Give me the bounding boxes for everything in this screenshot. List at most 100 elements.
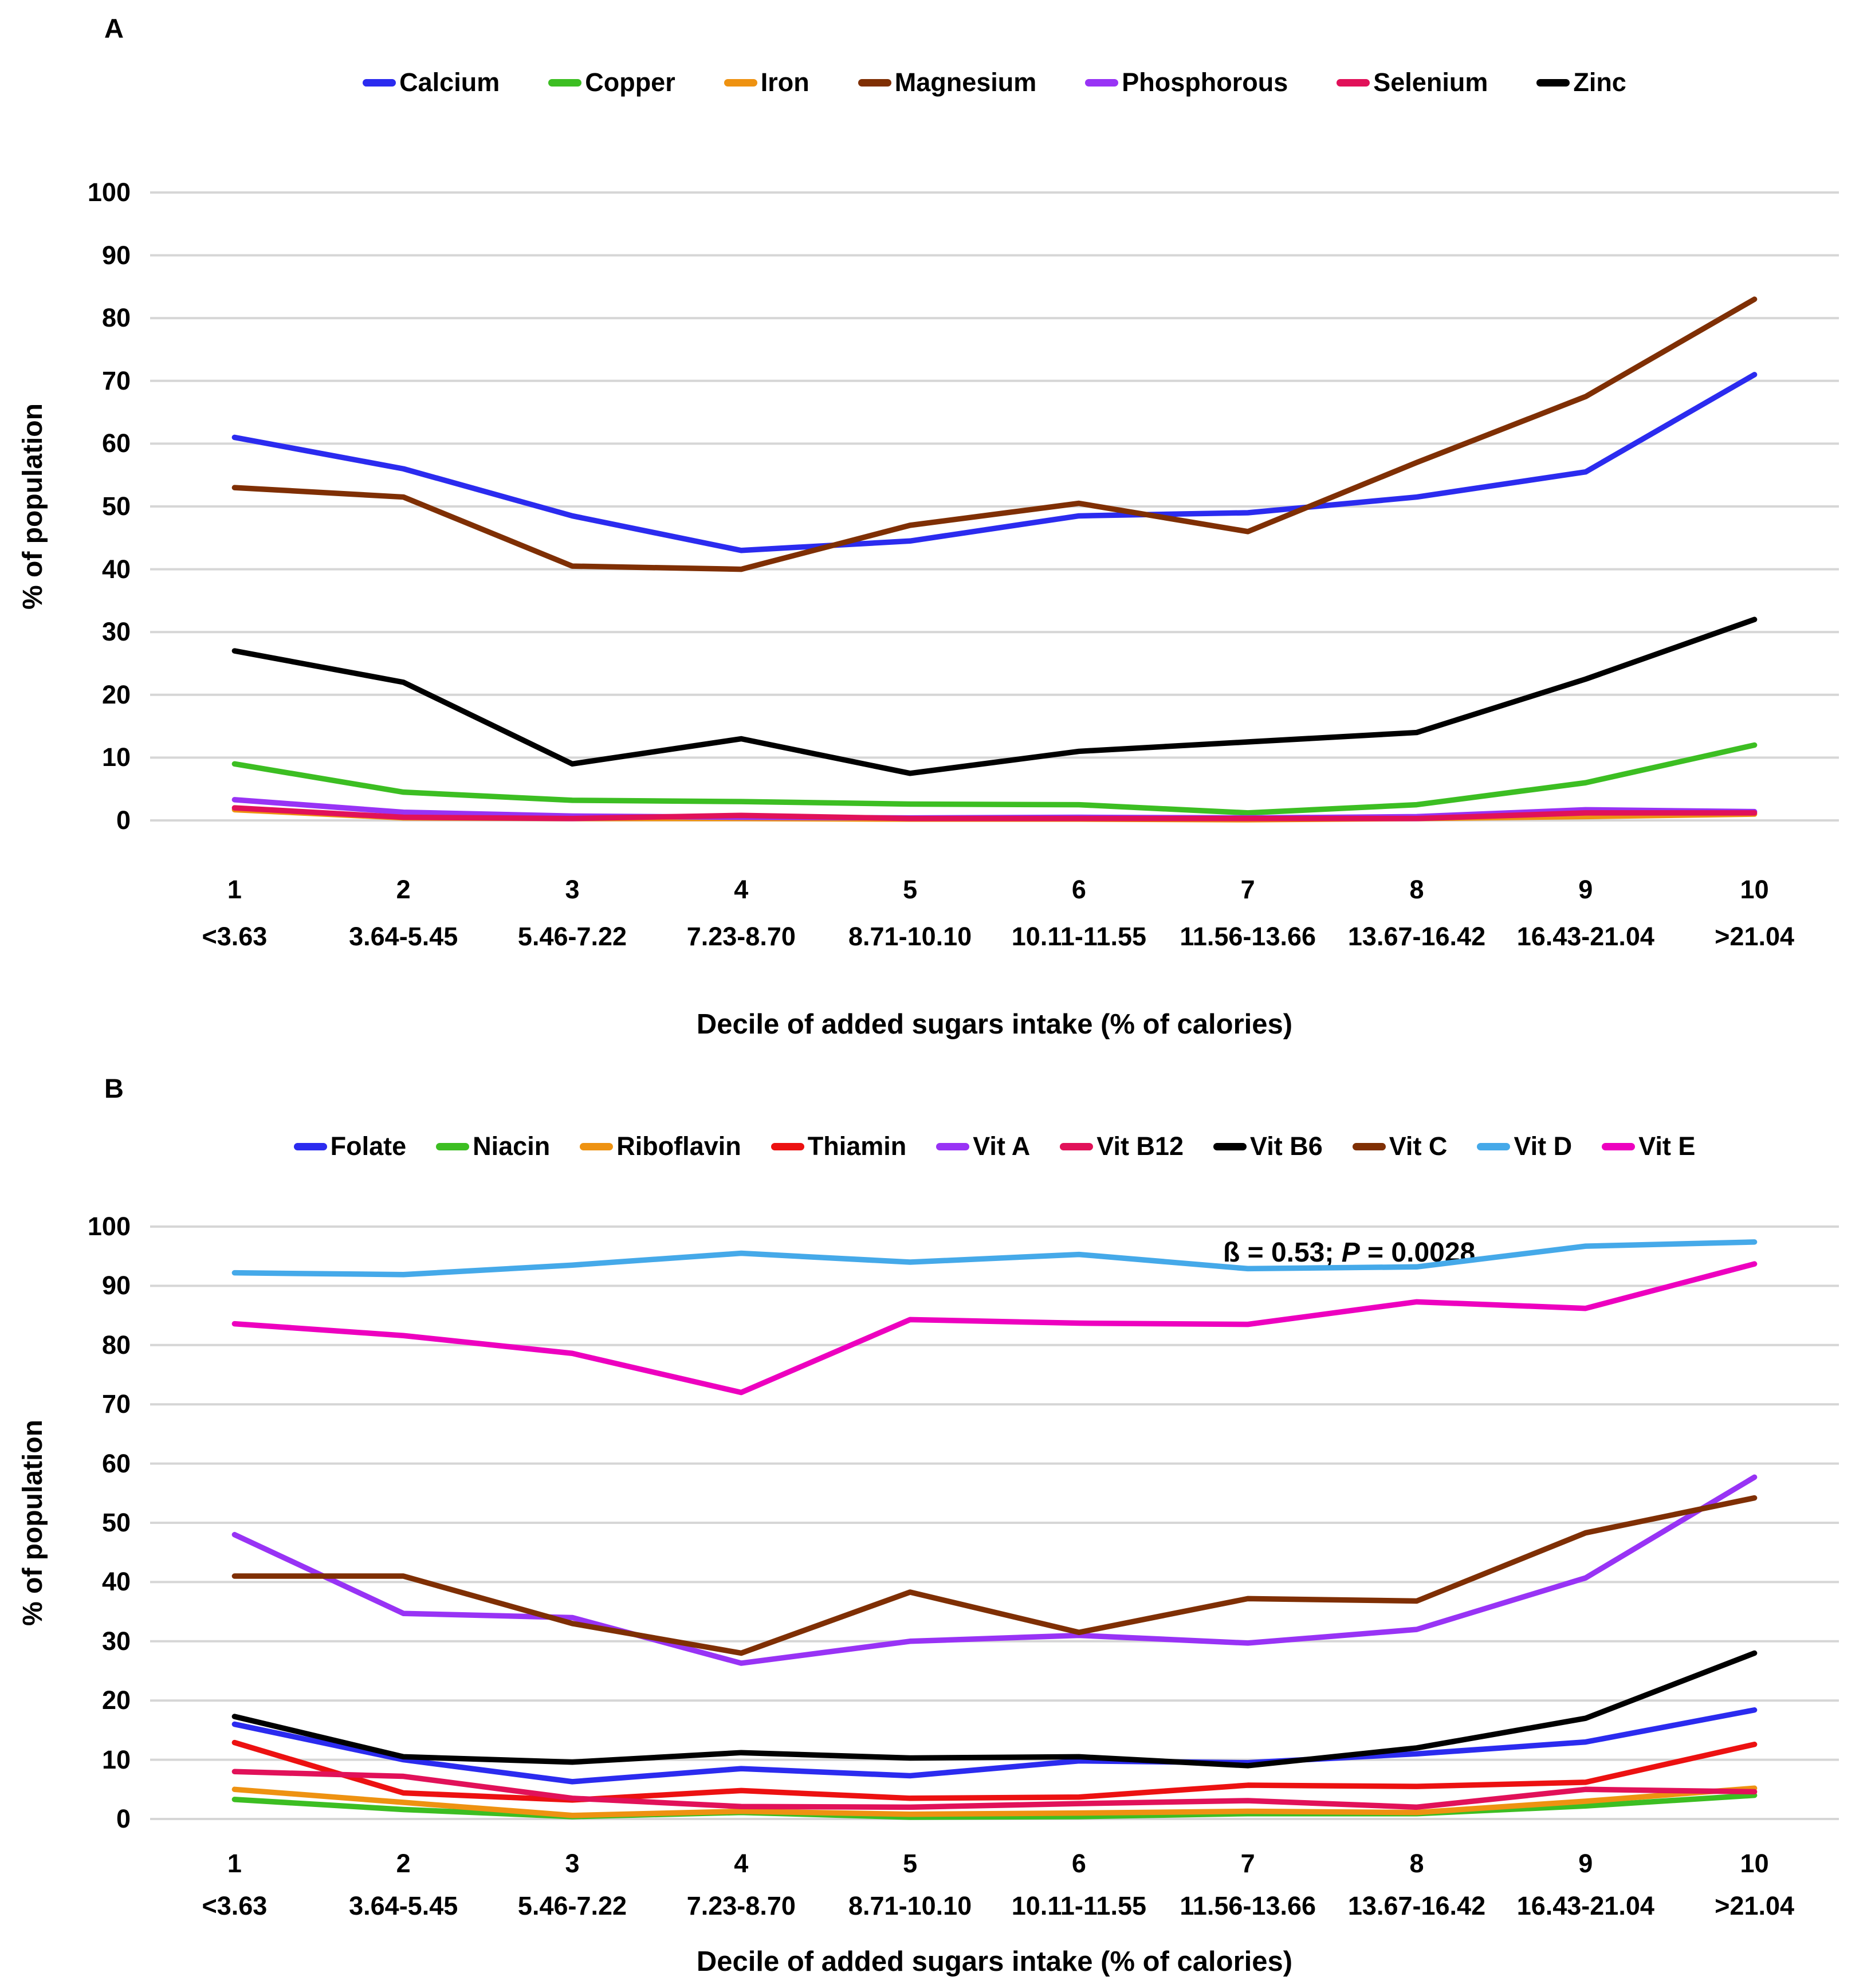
x-tick-label: 10 >21.04 (1715, 820, 1794, 952)
legend-item-vit-b6: Vit B6 (1213, 1131, 1323, 1161)
x-tick-decile-number: 6 (1071, 1849, 1086, 1878)
x-tick-decile-number: 8 (1409, 875, 1424, 904)
legend-swatch-vit-d (1477, 1142, 1511, 1150)
x-tick-label: 9 16.43-21.04 (1517, 820, 1654, 952)
x-tick-decile-range: 13.67-16.42 (1347, 1891, 1486, 1920)
y-tick-label: 30 (101, 617, 131, 647)
y-tick-label: 10 (101, 742, 131, 772)
legend-swatch-niacin (436, 1142, 470, 1150)
x-tick-label: 7 11.56-13.66 (1180, 820, 1316, 952)
legend-label-thiamin: Thiamin (807, 1131, 907, 1161)
y-tick-label: 90 (101, 240, 131, 270)
x-tick-decile-range: 8.71-10.10 (848, 922, 972, 951)
y-tick-label: 60 (101, 429, 131, 458)
x-tick-decile-number: 4 (734, 875, 749, 904)
x-tick-decile-number: 10 (1740, 875, 1769, 904)
x-tick-decile-range: 16.43-21.04 (1516, 1891, 1654, 1920)
y-tick-label: 50 (101, 492, 131, 521)
x-tick-decile-number: 5 (903, 1849, 918, 1878)
x-tick-decile-number: 3 (565, 875, 580, 904)
x-tick-decile-number: 2 (396, 1849, 411, 1878)
legend-item-vit-a: Vit A (936, 1131, 1030, 1161)
legend-item-vit-b12: Vit B12 (1060, 1131, 1184, 1161)
chart-canvas (150, 1227, 1839, 1819)
panel-a-letter: A (104, 13, 124, 44)
x-tick-label: 8 13.67-16.42 (1348, 820, 1485, 952)
legend-swatch-vit-b12 (1060, 1142, 1094, 1150)
y-tick-label: 50 (101, 1508, 131, 1537)
legend-label-riboflavin: Riboflavin (616, 1131, 741, 1161)
legend-label-copper: Copper (585, 68, 675, 97)
x-tick-decile-number: 9 (1578, 1849, 1593, 1878)
legend-item-iron: Iron (724, 68, 809, 97)
series-line-riboflavin (234, 1788, 1754, 1816)
legend-label-folate: Folate (330, 1131, 407, 1161)
x-tick-decile-number: 8 (1409, 1849, 1424, 1878)
x-tick-decile-number: 2 (396, 875, 411, 904)
x-tick-label: 6 10.11-11.55 (1012, 820, 1146, 952)
legend-panel-a: Calcium Copper Iron Magnesium Phosphorous Sel… (150, 68, 1839, 97)
legend-panel-b: Folate Niacin Riboflavin Thiamin Vit A Vit B1… (150, 1131, 1839, 1161)
x-tick-label: 1 <3.63 (202, 820, 267, 952)
x-tick-label: 3 5.46-7.22 (518, 1819, 627, 1921)
x-tick-decile-range: >21.04 (1715, 1891, 1795, 1920)
y-tick-label: 40 (101, 554, 131, 584)
legend-item-niacin: Niacin (436, 1131, 550, 1161)
x-tick-label: 5 8.71-10.10 (848, 1819, 972, 1921)
y-tick-label: 60 (101, 1448, 131, 1478)
legend-swatch-calcium (363, 78, 396, 87)
x-tick-label: 1 <3.63 (202, 1819, 267, 1921)
y-tick-label: 40 (101, 1567, 131, 1597)
x-tick-decile-range: 11.56-13.66 (1180, 1891, 1316, 1920)
legend-swatch-copper (548, 78, 582, 87)
plot-area-b: ß = 0.53; P = 0.0028 100 90 80 70 60 50 40 30 20… (88, 1212, 1839, 1920)
legend-label-vit-c: Vit C (1389, 1131, 1448, 1161)
x-tick-decile-range: 3.64-5.45 (349, 922, 458, 951)
y-tick-label: 80 (101, 303, 131, 333)
series-line-vit-b6 (234, 1653, 1754, 1765)
chart-canvas (150, 192, 1839, 820)
legend-item-folate: Folate (293, 1131, 407, 1161)
legend-swatch-vit-c (1352, 1142, 1386, 1150)
y-tick-label: 0 (116, 1804, 131, 1833)
x-tick-label: 8 13.67-16.42 (1348, 1819, 1485, 1921)
x-tick-decile-range: 13.67-16.42 (1347, 922, 1486, 951)
stat-annotation: ß = 0.53; P = 0.0028 (1223, 1237, 1475, 1268)
x-tick-label: 4 7.23-8.70 (687, 1819, 796, 1921)
x-tick-decile-range: <3.63 (202, 1891, 268, 1920)
legend-item-vit-e: Vit E (1602, 1131, 1695, 1161)
x-tick-label: 3 5.46-7.22 (518, 820, 627, 952)
legend-item-vit-c: Vit C (1352, 1131, 1448, 1161)
x-tick-decile-range: 11.56-13.66 (1180, 922, 1316, 951)
legend-label-calcium: Calcium (399, 68, 500, 97)
legend-item-calcium: Calcium (363, 68, 500, 97)
x-tick-decile-number: 7 (1240, 1849, 1255, 1878)
x-tick-decile-number: 7 (1240, 875, 1255, 904)
legend-swatch-vit-b6 (1213, 1142, 1247, 1150)
x-tick-decile-range: 10.11-11.55 (1011, 922, 1147, 951)
y-tick-label: 0 (116, 806, 131, 835)
legend-label-magnesium: Magnesium (894, 68, 1037, 97)
legend-label-vit-b12: Vit B12 (1096, 1131, 1184, 1161)
legend-swatch-thiamin (771, 1142, 804, 1150)
legend-item-magnesium: Magnesium (858, 68, 1037, 97)
series-line-vit-d (234, 1242, 1754, 1275)
legend-label-niacin: Niacin (473, 1131, 551, 1161)
x-tick-decile-range: 5.46-7.22 (517, 922, 627, 951)
y-axis-title-b: % of population (18, 1420, 48, 1626)
legend-swatch-vit-a (936, 1142, 970, 1150)
series-line-calcium (234, 375, 1754, 551)
x-tick-label: 7 11.56-13.66 (1180, 1819, 1316, 1921)
x-tick-label: 10 >21.04 (1715, 1819, 1794, 1921)
x-tick-decile-range: >21.04 (1715, 922, 1795, 951)
x-tick-label: 4 7.23-8.70 (687, 820, 796, 952)
legend-label-vit-e: Vit E (1638, 1131, 1696, 1161)
x-tick-decile-number: 1 (227, 875, 242, 904)
series-line-vit-a (234, 1477, 1754, 1663)
y-tick-label: 100 (87, 1212, 131, 1241)
y-tick-label: 70 (101, 1389, 131, 1419)
series-line-selenium (234, 808, 1754, 819)
legend-swatch-selenium (1337, 78, 1370, 87)
x-axis-title-a: Decile of added sugars intake (% of calo… (696, 1009, 1293, 1040)
